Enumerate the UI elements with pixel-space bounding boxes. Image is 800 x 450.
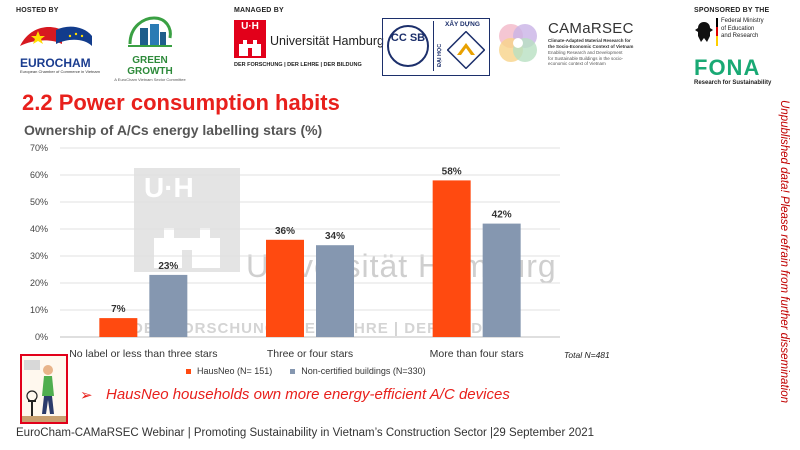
legend-label-hausneo: HausNeo (N= 151) — [197, 366, 273, 376]
green-growth-name: GREEN GROWTH — [127, 55, 173, 77]
camarsec-line3: Enabling Research and Development — [548, 50, 623, 55]
footer-text: EuroCham-CAMaRSEC Webinar | Promoting Su… — [16, 427, 595, 439]
camarsec-line1: Climate-Adapted Material Research for — [548, 38, 631, 43]
bar-noncertified — [149, 274, 188, 337]
fona-name: FONA — [694, 55, 761, 80]
hosted-by-label: HOSTED BY — [16, 7, 59, 14]
green-growth-sub: A EuroCham Vietnam Sector Committee — [114, 77, 186, 82]
watermark-uhh-mark: U·H — [144, 172, 194, 203]
legend-label-noncertified: Non-certified buildings (N=330) — [301, 366, 426, 376]
camarsec-line5: economic context of Vietnam — [548, 61, 606, 66]
takeaway-arrow-icon: ➢ — [80, 387, 93, 404]
uhh-name: Universität Hamburg — [270, 34, 384, 48]
takeaway-text: HausNeo households own more energy-effic… — [106, 386, 510, 403]
sponsored-by-label: SPONSORED BY THE — [694, 7, 770, 14]
ccsb-mark: CC SB — [387, 25, 429, 67]
camarsec-name: CAMaRSEC — [548, 20, 634, 37]
person-with-fan-icon — [22, 356, 66, 422]
bmbf-line1: Federal Ministry — [721, 18, 764, 24]
slide-title: 2.2 Power consumption habits — [22, 90, 340, 115]
fona-sub: Research for Sustainability — [694, 80, 772, 86]
bar-value-label: 34% — [325, 231, 345, 242]
federal-eagle-icon — [695, 22, 713, 42]
bar-hausneo — [432, 180, 471, 337]
bar-value-label: 42% — [492, 210, 512, 221]
y-tick-label: 0% — [35, 332, 48, 342]
y-tick-label: 20% — [30, 278, 48, 288]
bmbf-line2: of Education — [721, 25, 755, 32]
x-category-label: More than four stars — [430, 348, 524, 360]
eurocham-logo: EUROCHAM European Chamber of Commerce in… — [16, 22, 100, 74]
y-tick-label: 40% — [30, 224, 48, 234]
watermark-uhh-block: U·H — [134, 168, 240, 272]
y-tick-label: 70% — [30, 143, 48, 153]
bar-noncertified — [316, 245, 354, 337]
managed-by-label: MANAGED BY — [234, 7, 284, 14]
x-category-label: No label or less than three stars — [69, 348, 217, 360]
ccsb-xaydung-logo: CC SB ĐẠI HỌC XÂY DỰNG — [382, 18, 490, 76]
bar-noncertified — [482, 223, 521, 337]
camarsec-logo: CAMaRSEC Climate-Adapted Material Resear… — [494, 18, 644, 76]
total-n-annotation: Total N=481 — [564, 350, 610, 360]
bar-hausneo — [99, 318, 138, 337]
uhh-sub: DER FORSCHUNG | DER LEHRE | DER BILDUNG — [234, 62, 362, 68]
camarsec-flower-icon — [499, 24, 537, 62]
green-growth-logo: GREEN GROWTH A EuroCham Vietnam Sector C… — [110, 14, 190, 82]
bmbf-line3: and Research — [721, 33, 759, 39]
uhh-logo: U·H Universität Hamburg DER FORSCHUNG | … — [234, 20, 384, 72]
camarsec-line4: for Sustainable Buildings in the socio- — [548, 55, 624, 61]
watermark-castle-icon — [154, 228, 220, 268]
y-tick-label: 30% — [30, 251, 48, 261]
fona-logo: FONA Research for Sustainability — [694, 56, 784, 96]
castle-icon — [239, 40, 261, 56]
chart-title: Ownership of A/Cs energy labelling stars… — [24, 122, 323, 138]
unpublished-data-note: Unpublished data! Please refrain from fu… — [778, 100, 790, 403]
legend-swatch-hausneo — [186, 368, 191, 374]
eurocham-flag-icon — [20, 26, 92, 46]
eurocham-name: EUROCHAM — [20, 56, 91, 70]
bar-value-label: 23% — [158, 261, 178, 272]
chart-legend: HausNeo (N= 151) Non-certified buildings… — [186, 366, 426, 376]
eurocham-sub: European Chamber of Commerce in Vietnam — [20, 69, 100, 74]
y-tick-label: 60% — [30, 170, 48, 180]
bar-value-label: 58% — [442, 166, 462, 177]
bmbf-logo: Federal Ministry of Education and Resear… — [694, 18, 784, 48]
y-tick-label: 10% — [30, 305, 48, 315]
xaydung-emblem-icon — [447, 31, 485, 69]
green-building-icon — [128, 16, 172, 47]
bar-value-label: 7% — [111, 304, 126, 315]
bar-hausneo — [266, 239, 304, 337]
bar-value-label: 36% — [275, 226, 295, 237]
x-category-label: Three or four stars — [267, 348, 353, 360]
xaydung-label: XÂY DỰNG — [445, 21, 480, 28]
camarsec-line2: the Socio-Economic Context of Vietnam — [548, 43, 634, 49]
household-illustration — [20, 354, 68, 424]
y-tick-label: 50% — [30, 197, 48, 207]
legend-swatch-noncertified — [290, 368, 296, 374]
